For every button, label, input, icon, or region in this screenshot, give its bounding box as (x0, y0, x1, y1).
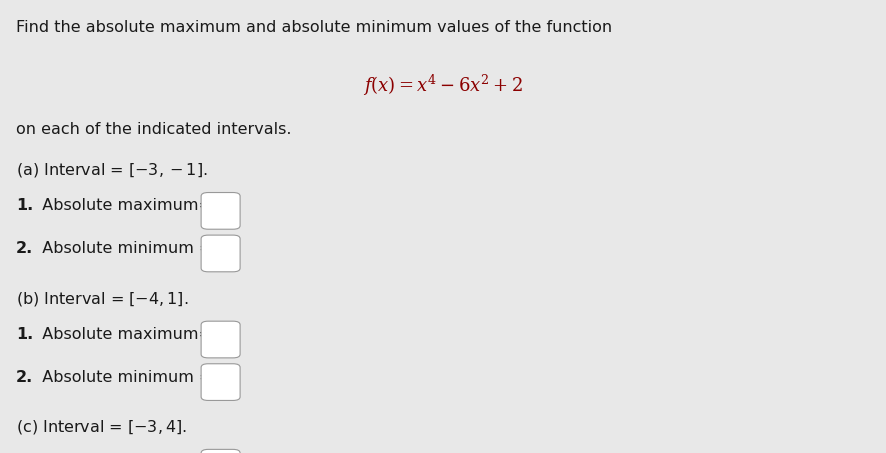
Text: 1.: 1. (16, 327, 33, 342)
Text: Find the absolute maximum and absolute minimum values of the function: Find the absolute maximum and absolute m… (16, 20, 612, 35)
Text: 2.: 2. (16, 370, 33, 385)
Text: (b) Interval = $[-4, 1]$.: (b) Interval = $[-4, 1]$. (16, 290, 189, 308)
Text: Absolute maximum=: Absolute maximum= (32, 198, 212, 213)
FancyBboxPatch shape (201, 235, 240, 272)
FancyBboxPatch shape (201, 364, 240, 400)
FancyBboxPatch shape (201, 449, 240, 453)
Text: on each of the indicated intervals.: on each of the indicated intervals. (16, 122, 291, 137)
Text: 1.: 1. (16, 198, 33, 213)
Text: (a) Interval = $[-3, -1]$.: (a) Interval = $[-3, -1]$. (16, 161, 207, 179)
Text: $f(x) = x^4 - 6x^2 + 2$: $f(x) = x^4 - 6x^2 + 2$ (363, 72, 523, 98)
FancyBboxPatch shape (201, 321, 240, 358)
FancyBboxPatch shape (201, 193, 240, 229)
Text: Absolute maximum=: Absolute maximum= (32, 327, 212, 342)
Text: Absolute minimum =: Absolute minimum = (32, 370, 213, 385)
Text: (c) Interval = $[-3, 4]$.: (c) Interval = $[-3, 4]$. (16, 418, 187, 436)
Text: Absolute minimum =: Absolute minimum = (32, 241, 213, 256)
Text: 2.: 2. (16, 241, 33, 256)
